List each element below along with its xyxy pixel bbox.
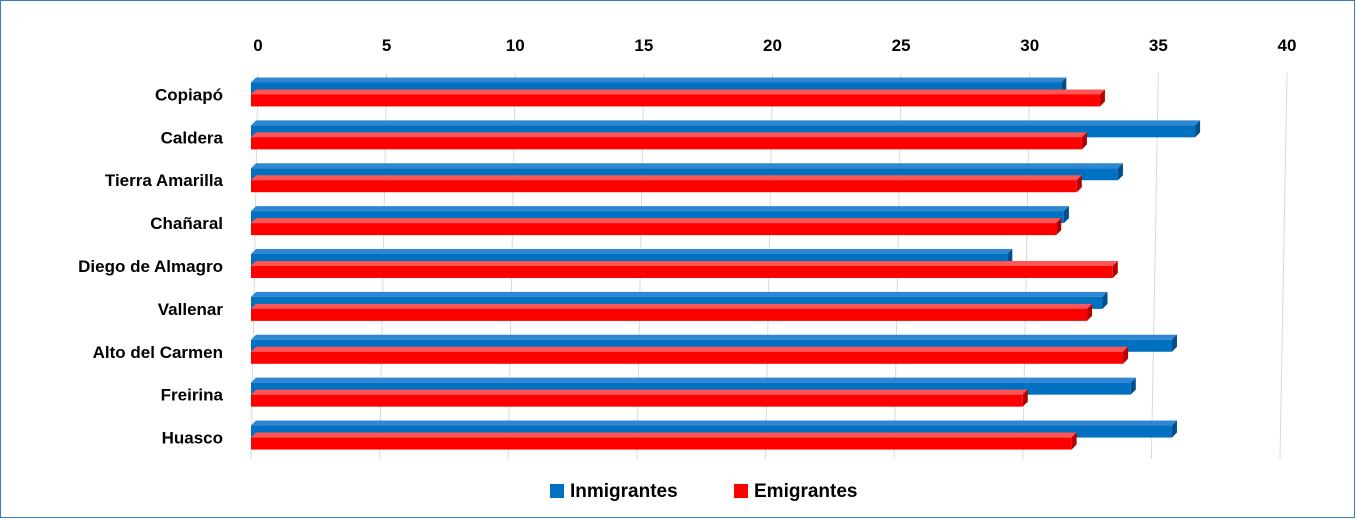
bar-top xyxy=(251,120,1201,126)
x-tick-label: 30 xyxy=(1020,36,1039,55)
bar-side xyxy=(1071,432,1077,450)
bar-face xyxy=(251,137,1082,150)
bar-emigrantes xyxy=(251,218,1062,236)
bar-side xyxy=(1087,303,1093,321)
bar-top xyxy=(251,89,1105,95)
bar-top xyxy=(251,303,1093,309)
bar-top xyxy=(251,334,1177,340)
bar-emigrantes xyxy=(251,261,1118,278)
bar-top xyxy=(251,389,1028,395)
legend: Inmigrantes Emigrantes xyxy=(550,481,857,502)
x-tick-label: 10 xyxy=(506,36,525,55)
category-label: Chañaral xyxy=(150,214,223,233)
category-label: Freirina xyxy=(161,386,224,405)
category-labels: Copiapó Caldera Tierra Amarilla Chañaral Die… xyxy=(78,85,223,447)
x-tick-label: 20 xyxy=(763,36,782,55)
bar-emigrantes xyxy=(251,303,1093,321)
bar-top xyxy=(251,218,1062,224)
legend-label-emigrantes: Emigrantes xyxy=(754,481,857,502)
x-tick-label: 35 xyxy=(1149,36,1168,55)
bar-emigrantes xyxy=(251,389,1028,407)
bar-face xyxy=(251,437,1072,450)
bar-top xyxy=(251,206,1069,212)
bar-side xyxy=(1112,261,1118,278)
bar-face xyxy=(251,394,1023,407)
bar-top xyxy=(251,77,1067,83)
bar-emigrantes xyxy=(251,132,1087,150)
category-label: Copiapó xyxy=(155,85,223,104)
bar-top xyxy=(251,346,1129,352)
x-tick-label: 40 xyxy=(1278,36,1297,55)
category-label: Vallenar xyxy=(158,300,224,319)
bar-side xyxy=(1063,206,1069,224)
bar-side xyxy=(1022,389,1028,407)
bar-side xyxy=(1099,89,1105,107)
bar-top xyxy=(251,132,1087,138)
bar-emigrantes xyxy=(251,89,1105,107)
x-tick-label: 5 xyxy=(382,36,391,55)
x-tick-labels: 0 5 10 15 20 25 30 35 40 xyxy=(253,36,1296,55)
bar-face xyxy=(251,308,1088,321)
bar-side xyxy=(1117,163,1123,181)
x-tick-label: 15 xyxy=(634,36,653,55)
bar-top xyxy=(251,249,1013,254)
legend-label-inmigrantes: Inmigrantes xyxy=(570,481,678,502)
bar-top xyxy=(251,163,1123,169)
bar-side xyxy=(1171,420,1177,438)
bar-emigrantes xyxy=(251,432,1077,450)
category-label: Alto del Carmen xyxy=(93,343,223,362)
category-label: Caldera xyxy=(161,128,224,147)
bar-top xyxy=(251,261,1118,266)
bar-face xyxy=(251,266,1113,278)
bar-side xyxy=(1195,120,1201,138)
bar-face xyxy=(251,94,1100,107)
bar-top xyxy=(251,420,1177,426)
category-label: Huasco xyxy=(162,429,223,448)
bar-layer xyxy=(251,77,1201,450)
bar-top xyxy=(251,377,1136,383)
category-label: Tierra Amarilla xyxy=(105,171,224,190)
bar-top xyxy=(251,175,1082,181)
bar-emigrantes xyxy=(251,346,1129,364)
bar-side xyxy=(1123,346,1129,364)
bar-face xyxy=(251,223,1057,236)
category-label: Diego de Almagro xyxy=(78,257,223,276)
legend-swatch-inmigrantes xyxy=(550,484,564,498)
bar-side xyxy=(1102,291,1108,309)
bar-side xyxy=(1081,132,1087,150)
legend-swatch-emigrantes xyxy=(734,484,748,498)
bar-side xyxy=(1076,175,1082,193)
bar-side xyxy=(1171,334,1177,352)
bar-face xyxy=(251,351,1124,364)
x-tick-label: 0 xyxy=(253,36,262,55)
grid-line xyxy=(1279,72,1288,460)
bar-face xyxy=(251,180,1077,193)
bar-top xyxy=(251,291,1108,297)
x-tick-label: 25 xyxy=(892,36,911,55)
bar-side xyxy=(1056,218,1062,236)
bar-top xyxy=(251,432,1077,438)
bar-emigrantes xyxy=(251,175,1082,193)
bar-side xyxy=(1130,377,1136,395)
